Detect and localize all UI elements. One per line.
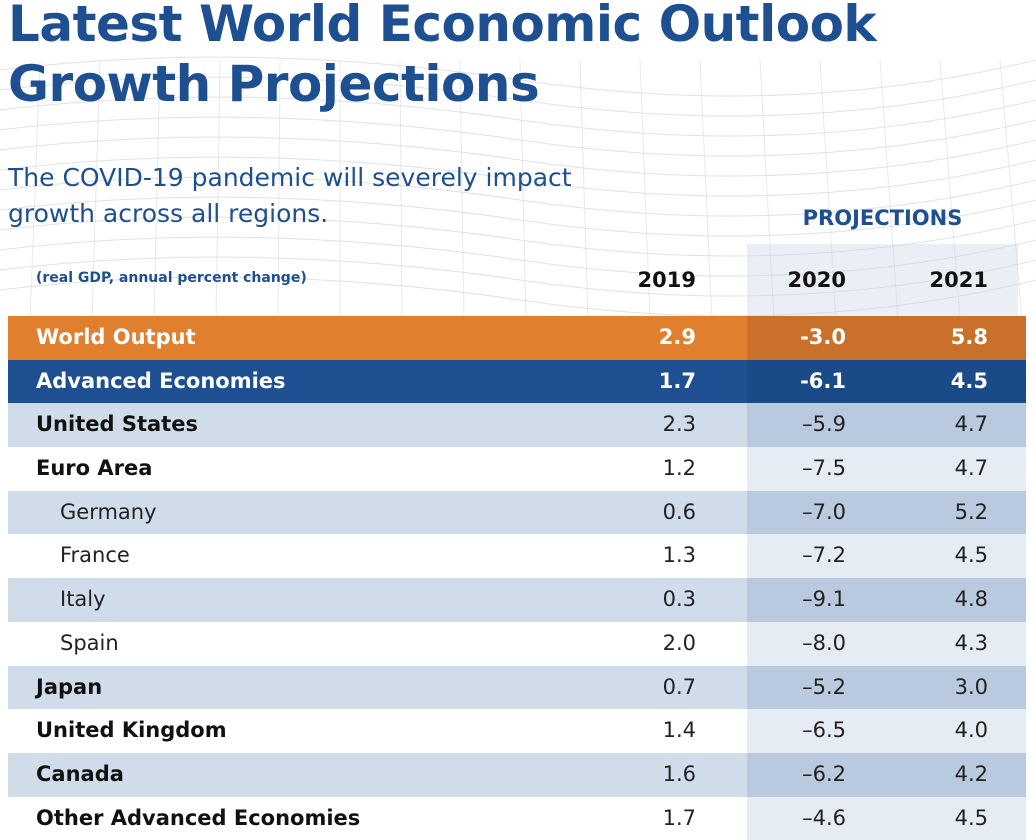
title-line-2: Growth Projections [8,55,540,113]
growth-table: World Output 2.9 -3.0 5.8 Advanced Econo… [8,316,1026,840]
units-label: (real GDP, annual percent change) [36,270,307,286]
value-2020: –4.6 [802,805,846,830]
row-label: Advanced Economies [36,368,286,393]
value-2021: 4.7 [954,412,988,437]
subtitle: The COVID-19 pandemic will severely impa… [8,160,688,232]
value-2021: 3.0 [954,674,988,699]
table-row-germany: Germany 0.6 –7.0 5.2 [8,490,1026,535]
value-2019: 2.3 [662,412,696,437]
value-2021: 4.5 [950,368,988,393]
background-mesh-graphic [0,56,1036,320]
value-2020: –6.2 [802,761,846,786]
year-header-2020: 2020 [787,268,846,292]
value-2020: -3.0 [800,325,846,349]
value-2019: 1.4 [662,718,696,743]
table-row-euro-area: Euro Area 1.2 –7.5 4.7 [8,447,1026,491]
value-2019: 2.0 [662,630,696,655]
value-2021: 5.2 [954,499,988,524]
value-2021: 4.5 [954,543,988,568]
row-label: United Kingdom [36,718,227,743]
value-2020: –5.9 [802,412,846,437]
value-2021: 4.8 [954,587,988,612]
table-row-other-advanced-economies: Other Advanced Economies 1.7 –4.6 4.5 [8,796,1026,840]
year-header-2021: 2021 [929,268,988,292]
value-2019: 1.6 [662,761,696,786]
value-2021: 4.5 [954,805,988,830]
row-label: Spain [60,630,119,655]
value-2019: 1.3 [662,543,696,568]
value-2020: –9.1 [802,587,846,612]
value-2021: 4.7 [954,456,988,481]
projections-label: PROJECTIONS [802,206,963,230]
value-2020: -6.1 [800,368,846,393]
row-label: Germany [60,499,157,524]
value-2019: 1.2 [662,456,696,481]
row-label: United States [36,412,198,437]
row-label: France [60,543,130,568]
value-2021: 5.8 [950,325,988,349]
value-2019: 2.9 [658,325,696,349]
value-2019: 0.6 [662,499,696,524]
value-2019: 0.7 [662,674,696,699]
table-row-world-output: World Output 2.9 -3.0 5.8 [8,316,1026,360]
value-2021: 4.3 [954,630,988,655]
row-label: World Output [36,325,196,349]
row-label: Japan [36,674,103,699]
row-label: Italy [60,587,106,612]
table-row-japan: Japan 0.7 –5.2 3.0 [8,665,1026,710]
value-2020: –6.5 [802,718,846,743]
value-2020: –5.2 [802,674,846,699]
value-2019: 1.7 [662,805,696,830]
year-header-2019: 2019 [637,268,696,292]
table-row-united-kingdom: United Kingdom 1.4 –6.5 4.0 [8,709,1026,753]
value-2020: –8.0 [802,630,846,655]
row-label: Other Advanced Economies [36,805,361,830]
table-row-spain: Spain 2.0 –8.0 4.3 [8,621,1026,666]
table-row-advanced-economies: Advanced Economies 1.7 -6.1 4.5 [8,359,1026,404]
table-row-italy: Italy 0.3 –9.1 4.8 [8,578,1026,622]
subtitle-line-1: The COVID-19 pandemic will severely impa… [8,163,572,192]
title-line-1: Latest World Economic Outlook [8,0,877,53]
table-row-canada: Canada 1.6 –6.2 4.2 [8,752,1026,797]
value-2021: 4.2 [954,761,988,786]
value-2019: 1.7 [658,368,696,393]
row-label: Canada [36,761,124,786]
row-label: Euro Area [36,456,153,481]
table-row-france: France 1.3 –7.2 4.5 [8,534,1026,579]
value-2021: 4.0 [954,718,988,743]
table-row-united-states: United States 2.3 –5.9 4.7 [8,403,1026,448]
value-2019: 0.3 [662,587,696,612]
page-title: Latest World Economic Outlook Growth Pro… [8,0,877,114]
value-2020: –7.5 [802,456,846,481]
subtitle-line-2: growth across all regions. [8,199,329,228]
value-2020: –7.0 [802,499,846,524]
value-2020: –7.2 [802,543,846,568]
